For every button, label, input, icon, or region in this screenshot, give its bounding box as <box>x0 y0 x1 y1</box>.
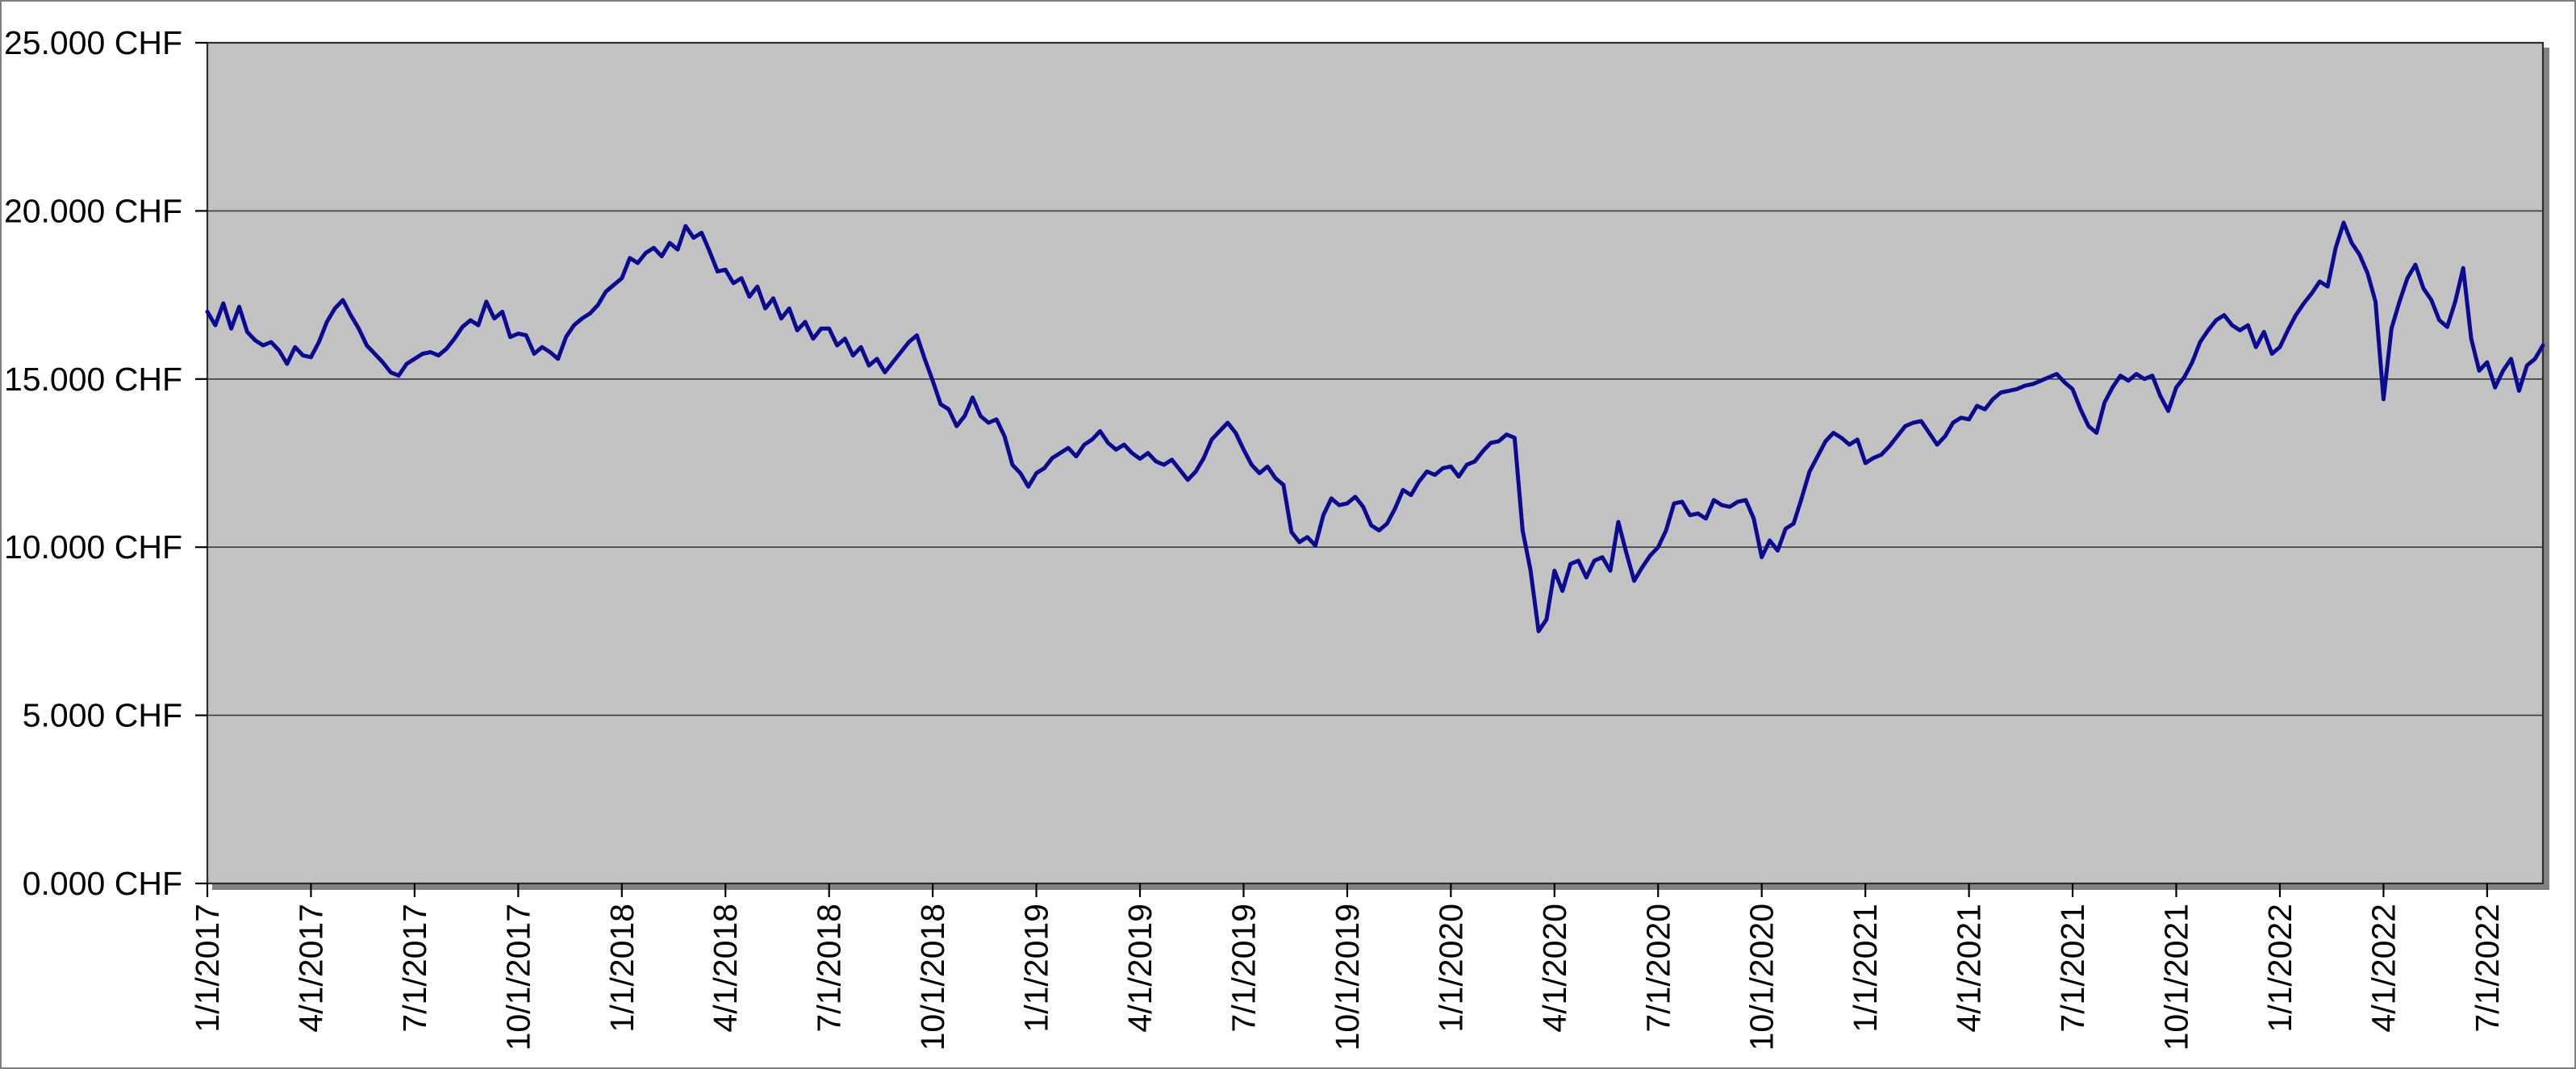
x-axis-label: 1/1/2018 <box>603 904 641 1033</box>
y-axis-label: 0.000 CHF <box>23 865 182 902</box>
x-axis-label: 7/1/2019 <box>1225 904 1262 1033</box>
x-axis-label: 7/1/2022 <box>2469 904 2506 1033</box>
price-line-series <box>205 220 2545 633</box>
y-axis-label: 25.000 CHF <box>4 24 182 61</box>
y-axis-label: 5.000 CHF <box>23 697 182 734</box>
plot-shadow-right <box>2544 48 2549 890</box>
x-axis-label: 10/1/2017 <box>499 904 536 1050</box>
x-axis-label: 1/1/2022 <box>2261 904 2298 1033</box>
plot-border <box>206 41 2545 885</box>
x-axis-label: 1/1/2019 <box>1018 904 1055 1033</box>
plot-area <box>207 43 2543 883</box>
y-axis-label: 10.000 CHF <box>4 528 182 566</box>
x-axis-label: 10/1/2020 <box>1743 904 1781 1050</box>
x-axis-label: 4/1/2020 <box>1536 904 1573 1033</box>
y-axis-label: 20.000 CHF <box>4 192 182 229</box>
x-axis-label: 1/1/2017 <box>189 904 226 1033</box>
x-axis-label: 7/1/2018 <box>811 904 848 1033</box>
x-axis-label: 7/1/2020 <box>1639 904 1676 1033</box>
x-axis-label: 4/1/2021 <box>1951 904 1988 1033</box>
y-axis-label: 15.000 CHF <box>4 361 182 398</box>
x-axis-label: 4/1/2018 <box>707 904 744 1033</box>
x-axis-label: 4/1/2017 <box>292 904 329 1033</box>
x-axis-label: 1/1/2020 <box>1432 904 1469 1033</box>
x-axis-label: 10/1/2018 <box>914 904 951 1050</box>
x-axis-label: 4/1/2022 <box>2365 904 2402 1033</box>
plot-shadow-bottom <box>212 884 2549 890</box>
x-axis-label: 1/1/2021 <box>1847 904 1884 1033</box>
x-axis-label: 7/1/2017 <box>396 904 433 1033</box>
x-axis-label: 4/1/2019 <box>1121 904 1159 1033</box>
x-axis-label: 10/1/2021 <box>2157 904 2194 1050</box>
x-axis-label: 7/1/2021 <box>2054 904 2091 1033</box>
x-axis-label: 10/1/2019 <box>1329 904 1366 1050</box>
